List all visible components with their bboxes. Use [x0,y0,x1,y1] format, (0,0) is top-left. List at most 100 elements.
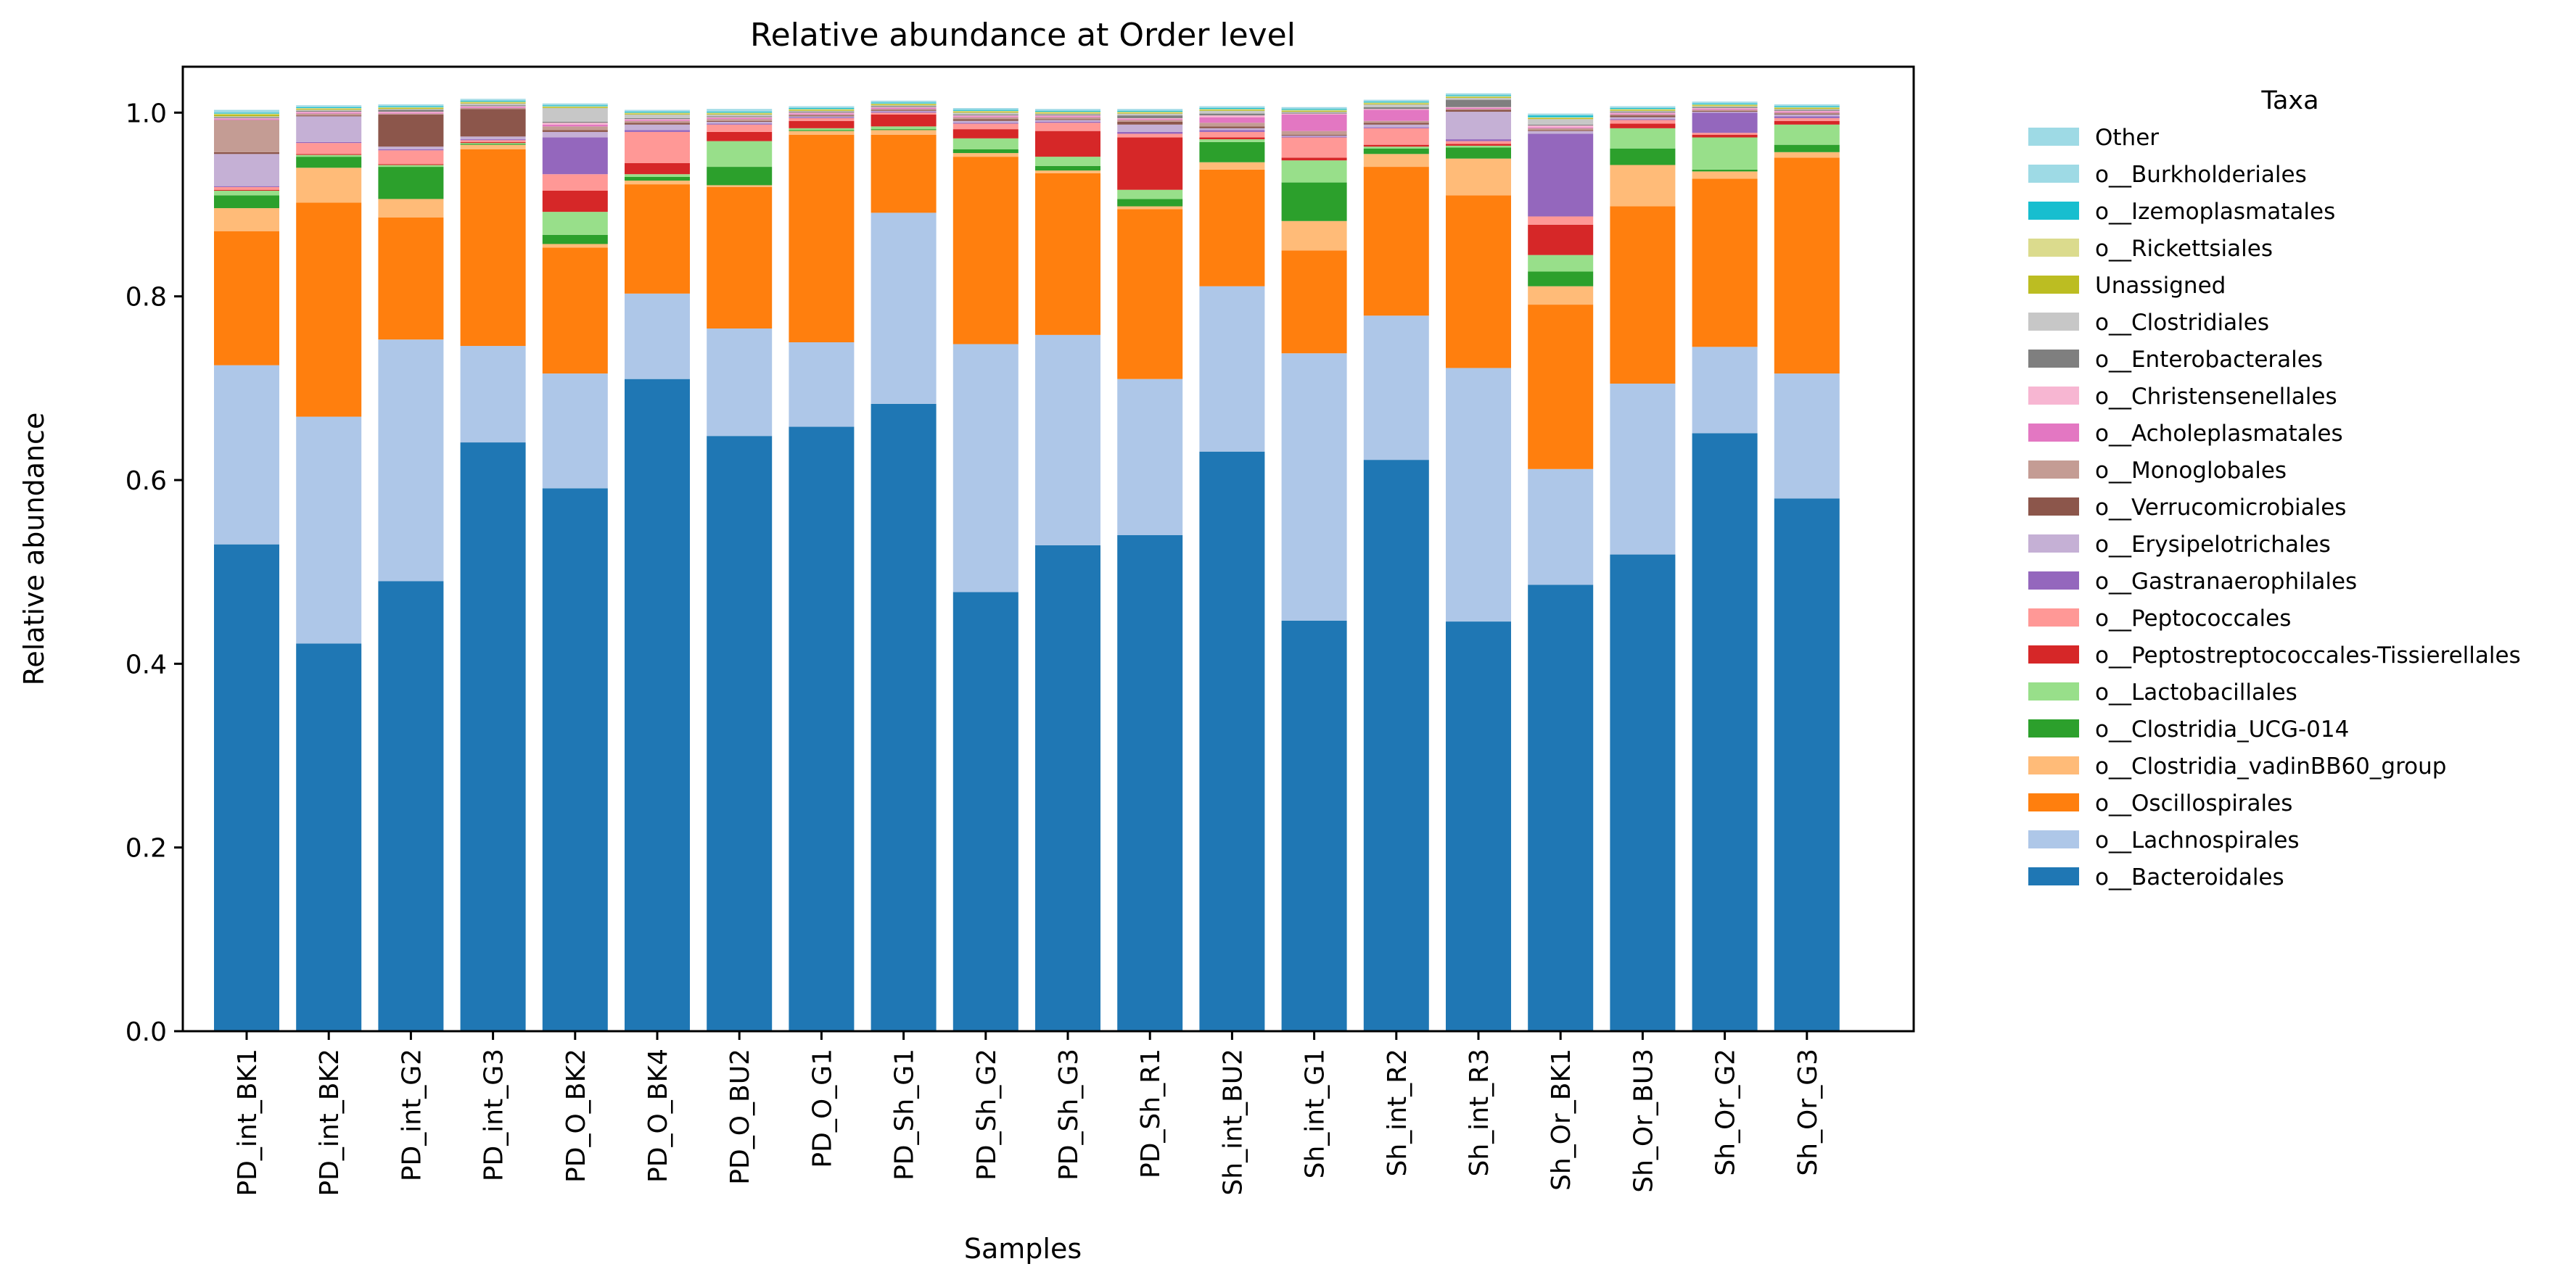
bar-segment-Sh_Or_BK1-o__Erysipelotrichales [1528,131,1594,134]
bar-segment-PD_Sh_G3-o__Verrucomicrobiales [1035,119,1100,120]
bar-segment-PD_O_BK4-o__Oscillospirales [625,184,690,294]
bar-segment-PD_O_BU2-o__Monoglobales [707,119,773,121]
bar-segment-Sh_int_R2-o__Bacteroidales [1363,460,1429,1031]
bar-segment-Sh_Or_G3-Unassigned [1774,108,1840,110]
bar-segment-PD_int_G3-o__Christensenellales [460,106,526,107]
bar-segment-PD_int_BK2-o__Verrucomicrobiales [296,115,362,117]
bar-segment-PD_O_BU2-Unassigned [707,113,773,115]
bar-segment-Sh_Or_G2-o__Enterobacterales [1692,107,1758,108]
bar-segment-Sh_Or_BK1-o__Oscillospirales [1528,305,1594,469]
x-tick-label: PD_int_G3 [480,1049,509,1181]
bar-segment-Sh_Or_BU3-o__Clostridia_UCG-014 [1610,148,1676,165]
bar-segment-Sh_int_BU2-o__Clostridia_UCG-014 [1199,141,1265,162]
bar-segment-Sh_int_G1-o__Peptococcales [1281,137,1347,158]
bar-segment-PD_O_BU2-o__Lactobacillales [707,141,773,168]
bar-segment-Sh_int_R2-o__Verrucomicrobiales [1363,123,1429,125]
bar-segment-Sh_Or_G2-o__Gastranaerophilales [1692,112,1758,133]
bar-segment-PD_O_BU2-o__Clostridiales [707,114,773,117]
legend-label: Unassigned [2095,273,2226,299]
bar-segment-Sh_int_BU2-o__Verrucomicrobiales [1199,126,1265,128]
bar-segment-PD_O_G1-o__Lachnospirales [789,342,855,427]
bar-segment-Sh_Or_G3-o__Lactobacillales [1774,124,1840,145]
x-tick-label: PD_int_BK1 [233,1049,263,1197]
bar-segment-Sh_int_R2-o__Lactobacillales [1363,146,1429,149]
bar-segment-PD_int_BK2-o__Lachnospirales [296,416,362,644]
bar-segment-PD_int_G3-o__Izemoplasmatales [460,100,526,102]
bar-segment-Sh_int_R3-Unassigned [1446,96,1511,99]
bar-segment-PD_int_BK2-o__Erysipelotrichales [296,116,362,142]
legend-title: Taxa [2260,86,2318,115]
legend-label: o__Monoglobales [2095,458,2287,484]
bar-segment-PD_Sh_R1-o__Gastranaerophilales [1117,131,1183,134]
bar-segment-PD_O_BU2-o__Rickettsiales [707,112,773,114]
bar-segment-PD_int_G2-o__Clostridiales [378,109,444,110]
bar-segment-PD_O_BK4-o__Clostridiales [625,114,690,118]
bar-segment-PD_Sh_G2-o__Lachnospirales [952,344,1019,592]
bar-segment-PD_O_BK4-o__Clostridia_UCG-014 [625,177,690,181]
bar-segment-PD_Sh_G3-Unassigned [1035,112,1100,114]
bar-segment-Sh_int_R2-o__Acholeplasmatales [1363,110,1429,121]
bar-segment-PD_int_BK2-o__Bacteroidales [296,643,362,1031]
bar-segment-PD_Sh_G3-o__Lactobacillales [1035,157,1100,166]
legend-label: o__Izemoplasmatales [2095,199,2335,225]
bar-segment-PD_Sh_R1-o__Peptococcales [1117,133,1183,138]
bar-segment-PD_Sh_G1-o__Lachnospirales [871,212,937,404]
legend-label: o__Peptococcales [2095,606,2291,632]
bar-segment-Sh_int_R3-o__Monoglobales [1446,109,1511,110]
bar-segment-Sh_int_R2-o__Burkholderiales [1363,100,1429,102]
bar-segment-Sh_int_R3-o__Christensenellales [1446,107,1511,108]
legend-label: o__Christensenellales [2095,384,2337,410]
legend-swatch [2028,387,2079,405]
bar-segment-PD_Sh_G3-Other [1035,109,1100,110]
bar-segment-PD_Sh_R1-o__Erysipelotrichales [1117,124,1183,132]
bar-segment-PD_Sh_R1-o__Oscillospirales [1117,209,1183,379]
bar-segment-PD_O_G1-o__Christensenellales [789,112,855,114]
bar-segment-PD_Sh_R1-o__Clostridia_vadinBB60_group [1117,206,1183,210]
bar-segment-PD_Sh_G3-o__Burkholderiales [1035,110,1100,111]
bar-segment-PD_O_BK4-o__Verrucomicrobiales [625,123,690,125]
bar-segment-PD_O_BU2-o__Oscillospirales [707,186,773,329]
bar-segment-Sh_int_G1-o__Izemoplasmatales [1281,109,1347,110]
bar-segment-Sh_Or_G3-o__Burkholderiales [1774,105,1840,107]
bar-segment-PD_O_BU2-o__Clostridia_vadinBB60_group [707,185,773,187]
bar-segment-PD_O_G1-o__Lactobacillales [789,128,855,131]
bar-segment-PD_O_BK4-o__Erysipelotrichales [625,124,690,131]
bar-segment-PD_Sh_G3-o__Erysipelotrichales [1035,120,1100,122]
bar-segment-PD_Sh_G1-o__Clostridia_vadinBB60_group [871,130,937,135]
bar-segment-Sh_int_R3-o__Clostridiales [1446,98,1511,100]
bar-segment-PD_Sh_G3-o__Acholeplasmatales [1035,116,1100,117]
x-tick-label: Sh_Or_G3 [1793,1049,1823,1176]
bar-segment-Sh_Or_BU3-o__Christensenellales [1610,112,1676,114]
bar-segment-PD_int_G3-Unassigned [460,102,526,104]
bar-segment-PD_int_G2-o__Rickettsiales [378,107,444,108]
bar-segment-PD_O_BK2-o__Lachnospirales [542,373,608,489]
bar-segment-PD_int_BK1-o__Erysipelotrichales [214,154,279,186]
bar-segment-PD_int_BK2-o__Acholeplasmatales [296,112,362,114]
bar-segment-Sh_int_R2-o__Enterobacterales [1363,107,1429,110]
bar-segment-PD_O_BK2-o__Bacteroidales [542,488,608,1031]
legend-swatch [2028,756,2079,774]
bar-segment-PD_int_BK1-o__Oscillospirales [214,231,279,365]
x-axis-label: Samples [964,1233,1082,1265]
legend-label: o__Peptostreptococcales-Tissierellales [2095,642,2521,669]
bar-segment-Sh_Or_G3-Other [1774,104,1840,106]
bar-segment-PD_int_G2-o__Monoglobales [378,113,444,115]
bar-segment-PD_O_BU2-o__Acholeplasmatales [707,117,773,120]
bar-segment-PD_Sh_G1-o__Peptococcales [871,112,937,115]
bar-segment-PD_int_BK2-o__Oscillospirales [296,202,362,417]
bar-segment-PD_int_G2-o__Burkholderiales [378,105,444,107]
bar-segment-PD_int_BK2-Unassigned [296,109,362,110]
legend-label: o__Acholeplasmatales [2095,421,2343,447]
bar-segment-PD_int_BK2-o__Enterobacterales [296,110,362,112]
bar-segment-PD_O_BK4-Unassigned [625,113,690,115]
bar-segment-Sh_int_R2-o__Christensenellales [1363,109,1429,110]
bar-segment-PD_int_BK1-o__Lachnospirales [214,365,279,545]
bar-segment-Sh_int_BU2-o__Lachnospirales [1199,286,1265,452]
bar-segment-PD_Sh_R1-o__Enterobacterales [1117,115,1183,118]
bar-segment-PD_Sh_G3-o__Christensenellales [1035,115,1100,117]
bar-segment-PD_Sh_R1-o__Lactobacillales [1117,189,1183,199]
bar-segment-PD_Sh_R1-o__Acholeplasmatales [1117,119,1183,120]
bar-segment-PD_int_G3-o__Clostridiales [460,103,526,106]
